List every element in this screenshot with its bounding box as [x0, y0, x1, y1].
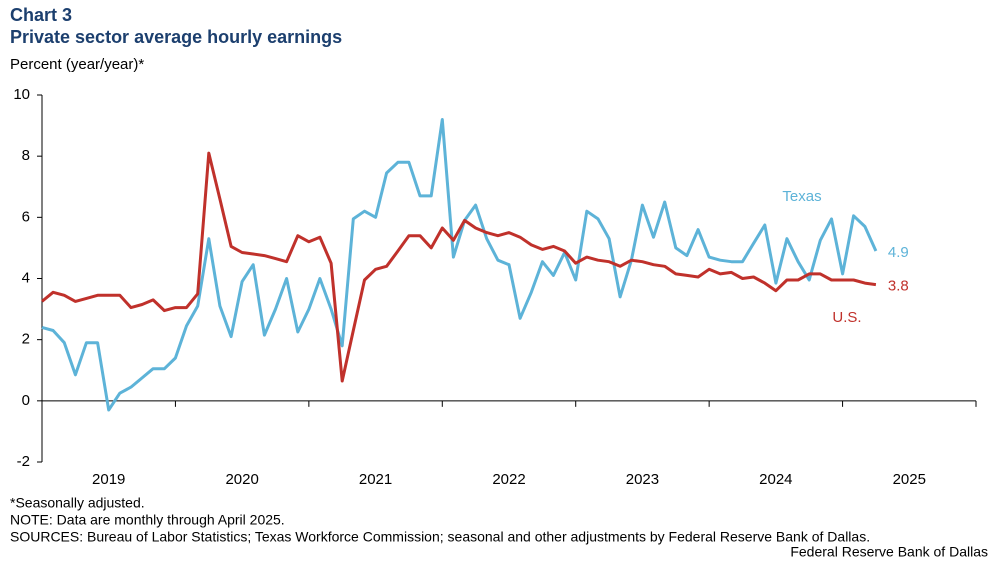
note: NOTE: Data are monthly through April 202… [10, 512, 285, 528]
chart-subtitle: Private sector average hourly earnings [10, 27, 342, 47]
note: *Seasonally adjusted. [10, 495, 145, 511]
end-value-label: 4.9 [888, 244, 909, 261]
x-tick-label: 2019 [92, 471, 125, 488]
y-tick-label: -2 [17, 453, 30, 470]
y-tick-label: 8 [22, 147, 30, 164]
end-value-label: 3.8 [888, 278, 909, 295]
y-tick-label: 4 [22, 269, 30, 286]
line-series [41, 118, 878, 412]
series-label: Texas [782, 188, 821, 205]
x-tick-label: 2020 [225, 471, 258, 488]
x-tick-label: 2022 [492, 471, 525, 488]
x-tick-label: 2023 [626, 471, 659, 488]
credit: Federal Reserve Bank of Dallas [790, 544, 988, 560]
y-tick-label: 0 [22, 392, 30, 409]
line-series [41, 151, 877, 383]
series-label: U.S. [832, 309, 861, 326]
y-tick-label: 10 [13, 86, 30, 103]
y-axis-label: Percent (year/year)* [10, 56, 144, 73]
y-tick-label: 2 [22, 331, 30, 348]
chart-title: Chart 3 [10, 5, 72, 25]
x-tick-label: 2021 [359, 471, 392, 488]
y-tick-label: 6 [22, 208, 30, 225]
note: SOURCES: Bureau of Labor Statistics; Tex… [10, 529, 870, 545]
x-tick-label: 2025 [893, 471, 926, 488]
x-tick-label: 2024 [759, 471, 792, 488]
